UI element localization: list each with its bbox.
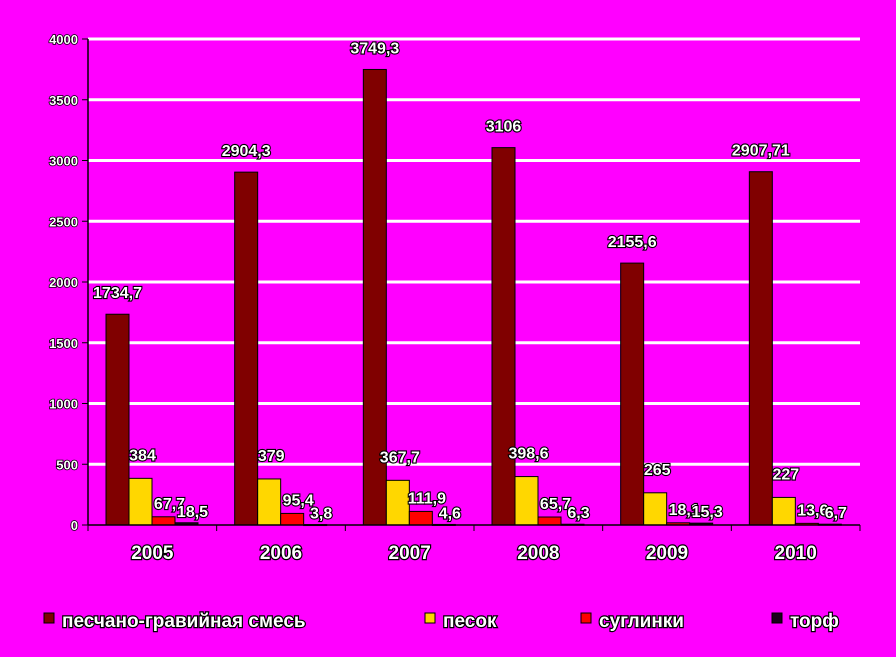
data-label: 1734,7: [93, 285, 142, 302]
legend-item: песчано-гравийная смесь: [43, 610, 307, 633]
legend-swatch: [43, 612, 55, 624]
x-tick-label: 2005: [131, 543, 174, 564]
data-label: 2904,3: [222, 143, 271, 160]
bar: [537, 516, 562, 526]
data-label: 6,7: [825, 505, 847, 522]
data-label: 227: [772, 466, 799, 483]
axes: 0 500 1000 1500 2000 2500 3000 3500 4000 2005 2006…: [48, 31, 861, 565]
bar: [280, 512, 305, 526]
data-label: 95,4: [283, 492, 314, 509]
legend-swatch: [771, 612, 783, 624]
bars: [105, 68, 842, 527]
y-tick-label: 4000: [49, 32, 78, 47]
y-tick-label: 1000: [49, 397, 78, 412]
data-label: 111,9: [408, 490, 446, 507]
bar: [748, 171, 773, 526]
legend-item: суглинки: [580, 610, 685, 633]
bar: [385, 479, 410, 526]
bar: [643, 492, 668, 526]
x-tick-label: 2008: [517, 543, 559, 564]
data-label: 3106: [486, 119, 522, 136]
data-labels: 1734,7 384 67,718,5 2904,3 379 95,43,8 3749,3 3…: [92, 39, 848, 523]
y-tick-label: 500: [56, 457, 78, 472]
bar: [105, 313, 130, 526]
data-label: 18,5: [177, 504, 208, 521]
x-tick-label: 2009: [646, 543, 688, 564]
legend: песчано-гравийная смесь песок суглинки торф: [43, 610, 840, 633]
bar: [491, 147, 516, 526]
legend-swatch: [424, 612, 436, 624]
legend-label: песок: [443, 611, 497, 632]
data-label: 13,6: [797, 502, 828, 519]
y-tick-label: 0: [71, 518, 78, 533]
bar: [151, 516, 176, 526]
y-tick-label: 3000: [49, 154, 78, 169]
data-label: 6,3: [567, 505, 589, 522]
x-tick-label: 2010: [775, 543, 817, 564]
data-label: 15,3: [692, 504, 723, 521]
data-label: 2907,71: [732, 143, 790, 160]
bar: [128, 477, 153, 526]
bar: [257, 478, 282, 526]
bar: [514, 476, 539, 526]
legend-label: торф: [790, 611, 839, 632]
data-label: 67,7: [154, 496, 185, 513]
y-tick-label: 2500: [49, 214, 78, 229]
legend-item: торф: [771, 610, 840, 633]
gridlines: [88, 37, 860, 466]
y-tick-label: 2000: [49, 275, 78, 290]
bar: [408, 510, 433, 526]
legend-item: песок: [424, 610, 498, 633]
legend-label: песчано-гравийная смесь: [62, 611, 306, 632]
y-tick-label: 1500: [49, 336, 78, 351]
data-label: 398,6: [508, 446, 548, 463]
data-label: 18,1: [669, 502, 700, 519]
data-label: 265: [644, 462, 671, 479]
data-label: 4,6: [439, 505, 461, 522]
bar: [771, 496, 796, 526]
data-label: 384: [129, 447, 156, 464]
data-label: 65,7: [540, 496, 571, 513]
bar: [620, 262, 645, 526]
data-label: 3749,3: [350, 40, 399, 57]
data-label: 379: [258, 448, 285, 465]
legend-swatch: [580, 612, 592, 624]
data-label: 3,8: [310, 506, 332, 523]
x-tick-label: 2007: [389, 543, 431, 564]
data-label: 367,7: [380, 449, 420, 466]
x-tick-label: 2006: [260, 543, 302, 564]
y-tick-label: 3500: [49, 93, 78, 108]
data-label: 2155,6: [608, 234, 657, 251]
bar: [234, 171, 259, 526]
legend-label: суглинки: [599, 611, 684, 632]
